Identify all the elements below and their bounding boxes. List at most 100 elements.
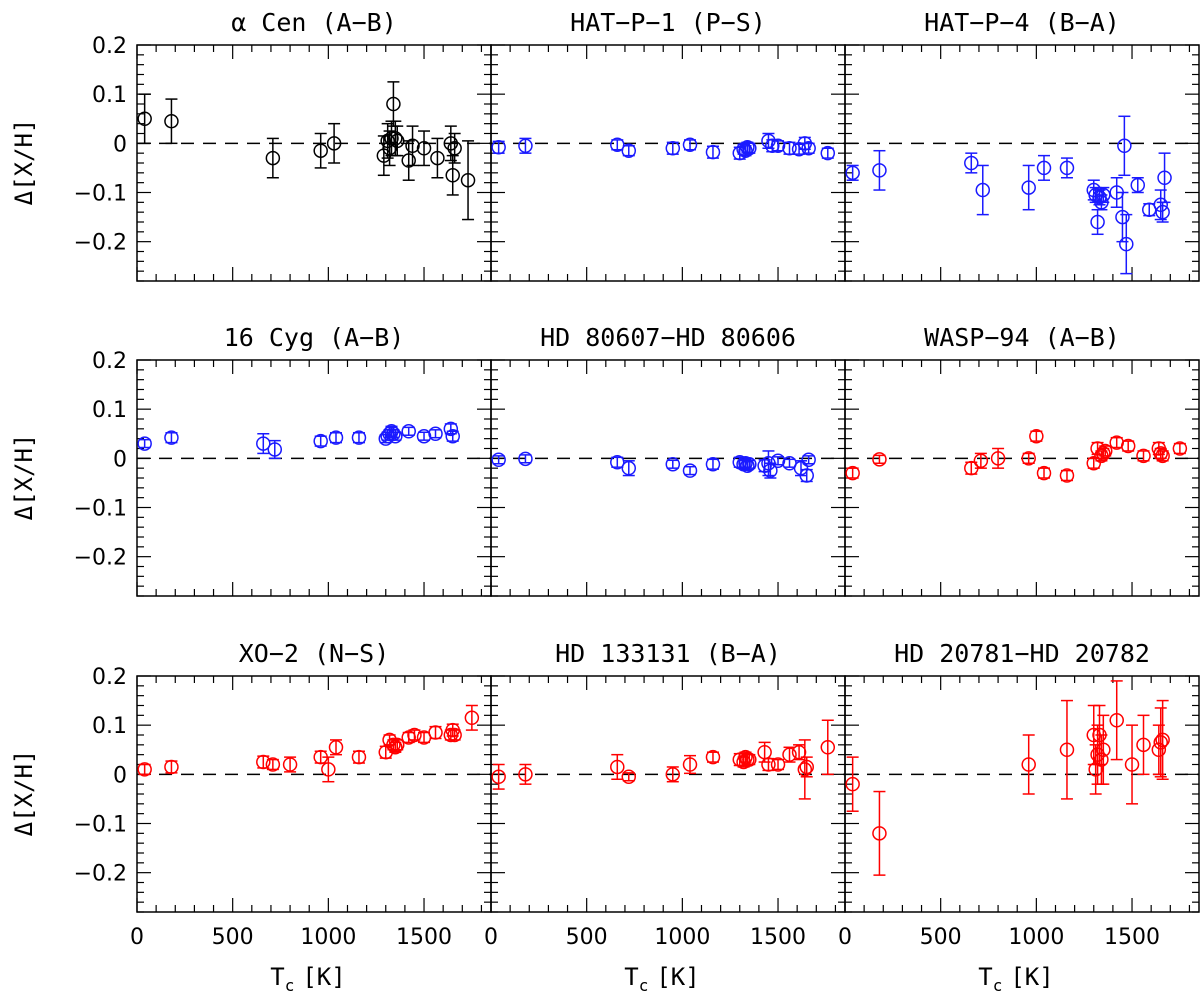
data-marker — [445, 428, 460, 444]
data-point — [1119, 213, 1134, 275]
data-point — [621, 143, 637, 158]
data-marker — [845, 776, 860, 792]
data-marker — [137, 436, 152, 451]
data-point — [1130, 177, 1146, 194]
data-marker — [742, 141, 757, 156]
x-axis-label-left: Tc [K] — [270, 963, 345, 995]
data-point — [388, 120, 403, 157]
data-marker — [1096, 187, 1111, 203]
data-point — [380, 122, 395, 159]
data-marker — [845, 465, 860, 481]
data-point — [1096, 714, 1111, 785]
panel-6: WASP−94 (A−B) — [844, 323, 1200, 597]
data-marker — [799, 759, 814, 775]
data-marker — [1059, 468, 1075, 483]
data-point — [445, 154, 460, 196]
y-tick-label: −0.2 — [74, 862, 127, 887]
data-point — [872, 149, 887, 191]
data-point — [770, 453, 786, 469]
panel-title: HAT−P−4 (B−A) — [924, 8, 1120, 37]
data-point — [1059, 468, 1075, 483]
data-point — [621, 769, 637, 785]
x-axis-label-right: Tc [K] — [978, 963, 1053, 995]
panel-9: HD 20781−HD 20782 0 500 1000 1500 — [838, 639, 1200, 950]
data-point — [443, 421, 459, 437]
data-marker — [1021, 180, 1036, 195]
data-marker — [742, 456, 757, 472]
data-point — [1021, 451, 1036, 466]
data-point — [1036, 465, 1052, 481]
x-tick-label: 0 — [484, 925, 498, 950]
data-marker — [1117, 138, 1132, 154]
data-marker — [267, 442, 283, 457]
data-point — [1059, 699, 1075, 800]
data-point — [1153, 707, 1168, 778]
data-point — [351, 430, 367, 445]
data-point — [1172, 441, 1188, 456]
data-marker — [1115, 209, 1130, 225]
data-marker — [872, 826, 887, 841]
panel-title: α Cen (A−B) — [231, 8, 397, 37]
panel-title: HD 80607−HD 80606 — [540, 323, 796, 352]
data-point — [742, 456, 757, 472]
data-marker — [872, 452, 887, 467]
data-marker — [430, 150, 445, 166]
data-point — [621, 460, 637, 477]
data-point — [1136, 448, 1151, 464]
panels: α Cen (A−B) −0.2 −0.1 0 0.1 0.2 HAT−P−1 (P−S) H… — [74, 8, 1200, 950]
data-marker — [1021, 451, 1036, 466]
data-marker — [518, 767, 533, 782]
data-point — [1059, 157, 1075, 179]
data-marker — [388, 428, 403, 444]
panel-frame — [844, 359, 1200, 597]
data-point — [164, 98, 179, 145]
data-marker — [164, 430, 179, 445]
data-marker — [782, 141, 797, 156]
data-marker — [313, 143, 328, 158]
data-point — [782, 746, 797, 763]
data-marker — [1130, 177, 1146, 193]
data-point — [797, 739, 813, 800]
data-marker — [1029, 428, 1044, 444]
data-point — [705, 456, 721, 472]
data-point — [1036, 154, 1052, 181]
data-point — [770, 757, 786, 772]
data-marker — [740, 458, 755, 473]
data-point — [256, 754, 271, 770]
data-point — [164, 430, 179, 445]
data-point — [321, 756, 336, 783]
data-point — [137, 436, 152, 451]
y-tick-label: 0.2 — [92, 665, 127, 690]
panel-frame — [844, 44, 1200, 282]
data-marker — [973, 453, 989, 469]
panel-8: HD 133131 (B−A) 0 500 1000 1500 — [484, 639, 846, 950]
data-point — [872, 452, 887, 467]
data-point — [326, 122, 342, 164]
data-point — [705, 144, 721, 160]
data-marker — [765, 138, 780, 154]
panel-5: HD 80607−HD 80606 — [490, 323, 846, 597]
y-axis-label: Δ[X/H] Δ[X/H] Δ[X/H] — [10, 119, 38, 837]
x-axis-label-subscript: c — [285, 976, 295, 995]
data-marker — [1151, 742, 1167, 757]
x-tick-label: 1000 — [300, 925, 356, 950]
data-marker — [801, 141, 816, 156]
panel-frame — [136, 359, 492, 597]
data-point — [1090, 208, 1105, 236]
data-marker — [416, 428, 432, 444]
data-point — [445, 428, 460, 444]
data-point — [665, 456, 681, 472]
panel-title: XO−2 (N−S) — [239, 639, 390, 668]
data-marker — [705, 749, 721, 765]
x-axis-label-center: Tc [K] — [624, 963, 699, 995]
data-marker — [1153, 735, 1168, 750]
x-tick-label: 500 — [212, 925, 254, 950]
data-marker — [1096, 742, 1111, 757]
data-point — [416, 428, 432, 444]
data-marker — [610, 455, 625, 470]
panel-title: HAT−P−1 (P−S) — [570, 8, 766, 37]
data-marker — [797, 762, 813, 777]
data-marker — [791, 744, 807, 760]
data-marker — [428, 725, 443, 740]
data-point — [763, 462, 778, 479]
